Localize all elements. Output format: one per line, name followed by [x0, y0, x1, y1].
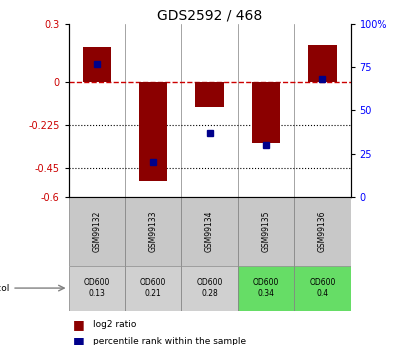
Bar: [294, 266, 351, 311]
Text: log2 ratio: log2 ratio: [93, 320, 136, 329]
Bar: [238, 197, 294, 266]
Text: OD600
0.21: OD600 0.21: [140, 278, 166, 298]
Bar: [238, 266, 294, 311]
Text: growth protocol: growth protocol: [0, 284, 9, 293]
Bar: [69, 197, 125, 266]
Bar: [181, 197, 238, 266]
Bar: [294, 197, 351, 266]
Bar: [69, 266, 125, 311]
Bar: [308, 45, 337, 82]
Text: GSM99134: GSM99134: [205, 210, 214, 252]
Text: OD600
0.13: OD600 0.13: [83, 278, 110, 298]
Text: OD600
0.34: OD600 0.34: [253, 278, 279, 298]
Text: OD600
0.4: OD600 0.4: [309, 278, 336, 298]
Bar: [181, 266, 238, 311]
Bar: [139, 82, 167, 181]
Bar: [83, 47, 111, 82]
Text: GSM99136: GSM99136: [318, 210, 327, 252]
Title: GDS2592 / 468: GDS2592 / 468: [157, 9, 262, 23]
Text: GSM99133: GSM99133: [149, 210, 158, 252]
Bar: [195, 82, 224, 107]
Bar: [252, 82, 280, 143]
Text: GSM99135: GSM99135: [262, 210, 270, 252]
Text: OD600
0.28: OD600 0.28: [196, 278, 223, 298]
Text: ■: ■: [73, 318, 84, 331]
Text: GSM99132: GSM99132: [92, 210, 101, 252]
Text: percentile rank within the sample: percentile rank within the sample: [93, 337, 246, 345]
Bar: [125, 266, 181, 311]
Bar: [125, 197, 181, 266]
Text: ■: ■: [73, 335, 84, 345]
